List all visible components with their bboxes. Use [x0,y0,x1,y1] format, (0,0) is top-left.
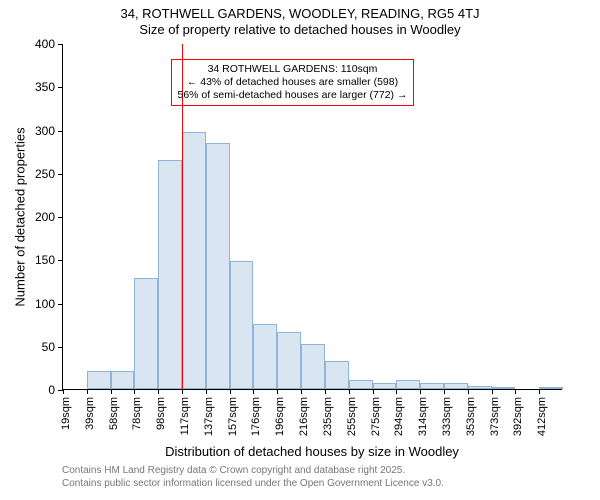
x-tick-label: 294sqm [393,397,405,436]
histogram-bar [396,380,420,389]
x-tick-label: 117sqm [179,397,191,435]
x-tick [63,389,64,394]
y-tick-label: 50 [42,340,55,354]
y-tick [58,347,63,348]
x-tick-label: 373sqm [489,397,501,436]
histogram-bar [158,160,182,389]
y-tick [58,217,63,218]
histogram-bar [87,371,111,389]
histogram-bar [539,387,563,389]
histogram-bar [349,380,373,390]
histogram-bar [373,383,397,389]
x-tick-label: 176sqm [250,397,262,436]
x-tick-label: 19sqm [60,397,72,430]
annotation-box: 34 ROTHWELL GARDENS: 110sqm← 43% of deta… [171,59,415,106]
y-tick [58,174,63,175]
y-tick-label: 0 [48,383,55,397]
x-tick [134,389,135,394]
y-tick [58,260,63,261]
x-tick [349,389,350,394]
x-tick-label: 78sqm [131,397,143,430]
histogram-bar [253,324,277,389]
histogram-bar [277,332,301,389]
x-tick [396,389,397,394]
x-tick [301,389,302,394]
x-tick-label: 333sqm [441,397,453,436]
histogram-bar [444,383,468,389]
x-tick-label: 412sqm [536,397,548,436]
x-tick-label: 157sqm [227,397,239,436]
footer-line2: Contains public sector information licen… [62,477,562,490]
histogram-bar [325,361,349,389]
chart-area: 05010015020025030035040019sqm39sqm58sqm7… [62,44,562,390]
x-tick [182,389,183,394]
x-tick [373,389,374,394]
x-tick [158,389,159,394]
y-tick [58,304,63,305]
x-tick-label: 196sqm [274,397,286,436]
x-tick [444,389,445,394]
y-tick [58,131,63,132]
y-tick-label: 100 [35,297,55,311]
histogram-bar [134,278,158,389]
x-tick-label: 98sqm [155,397,167,430]
plot-area: 05010015020025030035040019sqm39sqm58sqm7… [62,44,562,390]
x-tick-label: 58sqm [108,397,120,430]
x-tick [206,389,207,394]
y-tick-label: 200 [35,210,55,224]
x-tick [111,389,112,394]
footer-line1: Contains HM Land Registry data © Crown c… [62,464,562,477]
annotation-line1: 34 ROTHWELL GARDENS: 110sqm [178,63,408,76]
histogram-bar [230,261,254,389]
y-tick [58,87,63,88]
annotation-line2: ← 43% of detached houses are smaller (59… [178,76,408,89]
x-tick [468,389,469,394]
x-tick-label: 216sqm [298,397,310,436]
x-tick-label: 137sqm [203,397,215,436]
x-tick-label: 255sqm [346,397,358,436]
x-tick-label: 314sqm [417,397,429,436]
histogram-bar [206,143,230,389]
y-tick [58,44,63,45]
x-tick-label: 275sqm [370,397,382,436]
x-tick-label: 392sqm [512,397,524,436]
x-tick [277,389,278,394]
histogram-bar [301,344,325,389]
x-tick [253,389,254,394]
x-axis-title: Distribution of detached houses by size … [62,444,562,459]
footer-attribution: Contains HM Land Registry data © Crown c… [62,464,562,490]
histogram-bar [468,386,492,389]
x-tick [515,389,516,394]
annotation-line3: 56% of semi-detached houses are larger (… [178,89,408,102]
x-tick-label: 235sqm [322,397,334,436]
histogram-bar [492,387,516,389]
y-tick-label: 250 [35,167,55,181]
histogram-bar [420,383,444,389]
x-tick [539,389,540,394]
histogram-bar [111,371,135,389]
x-tick [420,389,421,394]
y-tick-label: 400 [35,37,55,51]
x-tick-label: 39sqm [84,397,96,430]
y-axis-title-text: Number of detached properties [13,127,28,306]
page-title-line2: Size of property relative to detached ho… [0,22,600,38]
histogram-bar [182,132,206,389]
x-tick [230,389,231,394]
y-tick-label: 150 [35,253,55,267]
x-tick-label: 353sqm [465,397,477,436]
x-tick [325,389,326,394]
y-tick-label: 300 [35,124,55,138]
y-tick-label: 350 [35,80,55,94]
page-title-line1: 34, ROTHWELL GARDENS, WOODLEY, READING, … [0,6,600,22]
x-tick [87,389,88,394]
x-tick [492,389,493,394]
y-axis-title: Number of detached properties [12,44,28,390]
